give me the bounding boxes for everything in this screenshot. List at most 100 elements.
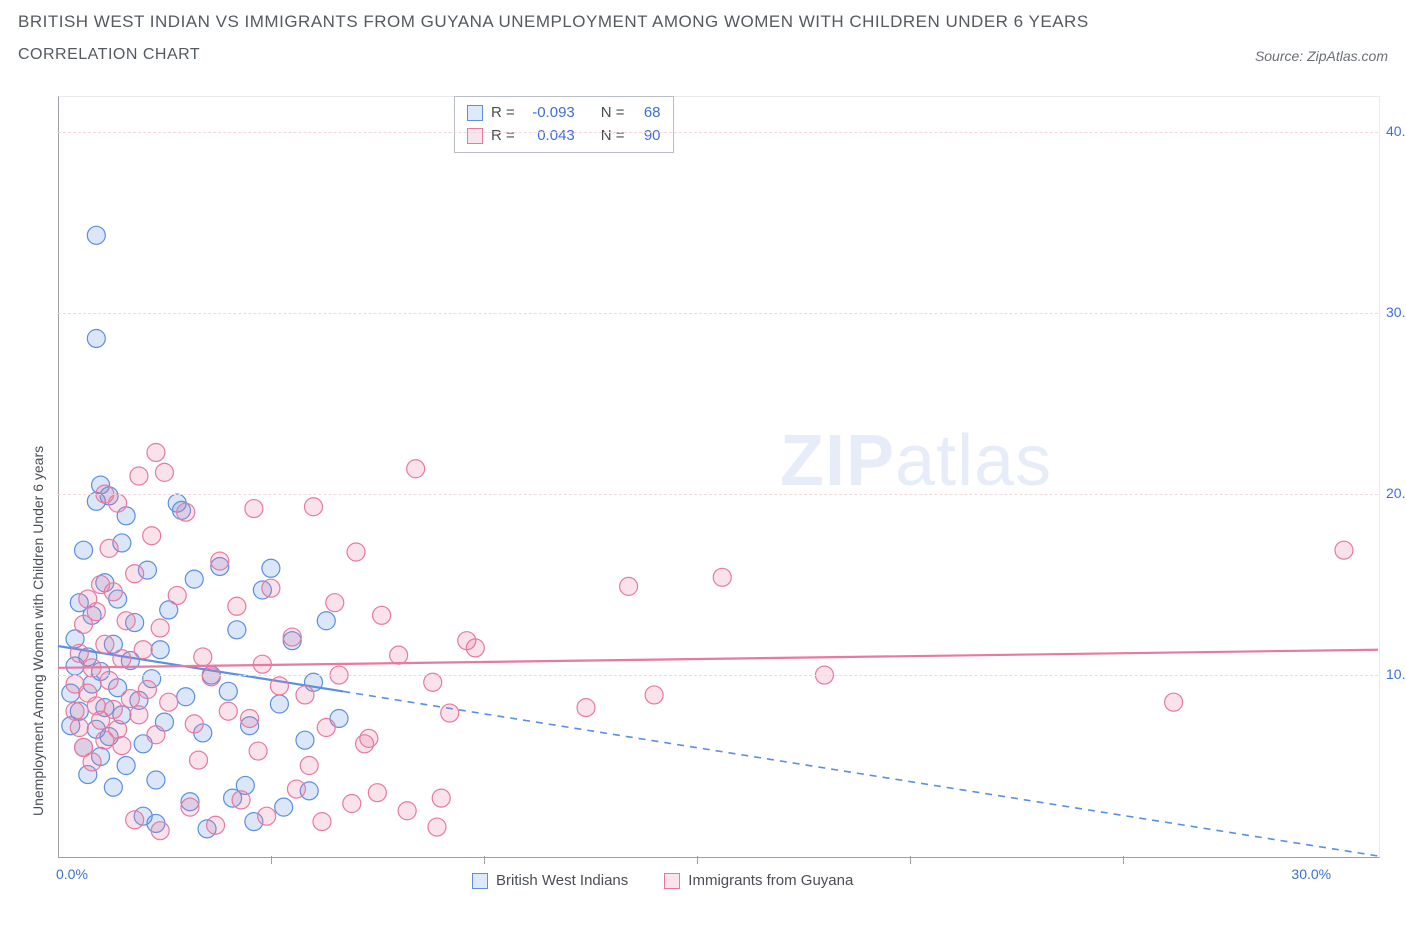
scatter-point: [283, 628, 301, 646]
scatter-point: [202, 668, 220, 686]
scatter-point: [75, 541, 93, 559]
scatter-point: [228, 621, 246, 639]
gridline: [58, 313, 1378, 314]
scatter-point: [190, 751, 208, 769]
scatter-point: [66, 702, 84, 720]
scatter-point: [177, 688, 195, 706]
scatter-point: [428, 818, 446, 836]
scatter-point: [147, 771, 165, 789]
scatter-point: [390, 646, 408, 664]
scatter-point: [181, 798, 199, 816]
legend-n-value: 68: [633, 102, 661, 125]
y-tick-label: 10.0%: [1386, 666, 1406, 682]
scatter-point: [317, 719, 335, 737]
scatter-point: [134, 641, 152, 659]
scatter-point: [70, 644, 88, 662]
scatter-point: [151, 641, 169, 659]
scatter-point: [87, 329, 105, 347]
legend-n-label: N =: [601, 125, 625, 148]
legend-r-value: -0.093: [523, 102, 575, 125]
scatter-point: [117, 612, 135, 630]
chart-subtitle: CORRELATION CHART: [18, 46, 200, 64]
scatter-point: [117, 757, 135, 775]
x-tick-mark: [697, 856, 698, 864]
scatter-point: [207, 816, 225, 834]
scatter-point: [347, 543, 365, 561]
scatter-point: [87, 226, 105, 244]
scatter-point: [168, 586, 186, 604]
scatter-point: [104, 583, 122, 601]
scatter-point: [126, 811, 144, 829]
scatter-point: [113, 737, 131, 755]
scatter-point: [104, 778, 122, 796]
source-label: Source: ZipAtlas.com: [1255, 48, 1388, 64]
scatter-point: [232, 791, 250, 809]
scatter-point: [147, 726, 165, 744]
scatter-point: [160, 693, 178, 711]
scatter-point: [258, 807, 276, 825]
x-tick-mark: [484, 856, 485, 864]
scatter-point: [296, 731, 314, 749]
scatter-point: [262, 559, 280, 577]
scatter-point: [185, 570, 203, 588]
gridline: [58, 494, 1378, 495]
legend-n-label: N =: [601, 102, 625, 125]
scatter-point: [577, 699, 595, 717]
x-tick-mark: [910, 856, 911, 864]
scatter-point: [713, 568, 731, 586]
scatter-point: [219, 702, 237, 720]
scatter-point: [262, 579, 280, 597]
legend-r-label: R =: [491, 102, 515, 125]
scatter-point: [104, 700, 122, 718]
scatter-point: [177, 503, 195, 521]
y-tick-label: 30.0%: [1386, 304, 1406, 320]
gridline: [58, 675, 1378, 676]
scatter-point: [130, 467, 148, 485]
legend-stat-row: R = -0.093 N = 68: [467, 102, 661, 125]
scatter-point: [143, 527, 161, 545]
scatter-point: [398, 802, 416, 820]
scatter-point: [432, 789, 450, 807]
scatter-point: [275, 798, 293, 816]
scatter-point: [121, 690, 139, 708]
scatter-point: [138, 681, 156, 699]
y-tick-label: 40.0%: [1386, 123, 1406, 139]
x-tick-label: 0.0%: [56, 866, 88, 882]
scatter-point: [194, 648, 212, 666]
gridline: [58, 132, 1378, 133]
scatter-point: [249, 742, 267, 760]
scatter-point: [130, 706, 148, 724]
legend-stat-row: R =0.043N =90: [467, 125, 661, 148]
legend-r-label: R =: [491, 125, 515, 148]
scatter-point: [96, 635, 114, 653]
scatter-point: [151, 822, 169, 840]
legend-swatch: [467, 105, 483, 121]
scatter-point: [241, 709, 259, 727]
scatter-point: [300, 757, 318, 775]
x-tick-mark: [271, 856, 272, 864]
scatter-point: [155, 463, 173, 481]
scatter-point: [356, 735, 374, 753]
scatter-point: [304, 498, 322, 516]
scatter-point: [1165, 693, 1183, 711]
legend-series-item: British West Indians: [472, 872, 628, 889]
legend-swatch: [664, 873, 680, 889]
scatter-point: [645, 686, 663, 704]
legend-swatch: [467, 128, 483, 144]
scatter-point: [147, 443, 165, 461]
scatter-point: [70, 719, 88, 737]
y-tick-label: 20.0%: [1386, 485, 1406, 501]
chart-title: BRITISH WEST INDIAN VS IMMIGRANTS FROM G…: [18, 12, 1388, 32]
scatter-point: [126, 565, 144, 583]
legend-stats: R =-0.093N =68R =0.043N =90: [454, 96, 674, 153]
x-tick-mark: [1123, 856, 1124, 864]
scatter-point: [211, 552, 229, 570]
scatter-point: [219, 682, 237, 700]
legend-r-value: 0.043: [523, 125, 575, 148]
scatter-point: [317, 612, 335, 630]
scatter-point: [245, 500, 263, 518]
legend-series-item: Immigrants from Guyana: [664, 872, 853, 889]
x-tick-label: 30.0%: [1291, 866, 1331, 882]
scatter-point: [228, 597, 246, 615]
scatter-point: [100, 539, 118, 557]
